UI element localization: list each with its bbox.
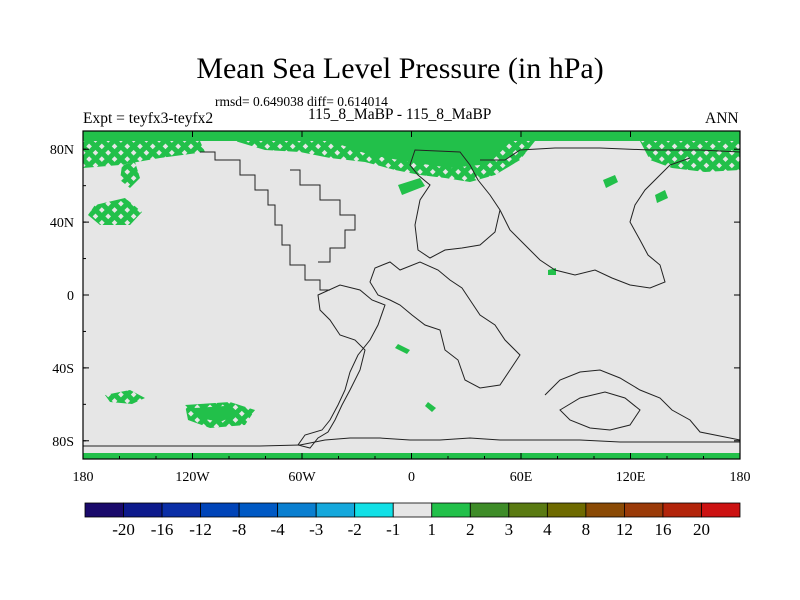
colorbar-label: -1 bbox=[386, 520, 400, 539]
colorbar-swatch bbox=[84, 502, 124, 518]
south-pacific-patch-west bbox=[105, 390, 145, 404]
hudson-outline bbox=[290, 169, 356, 263]
africa-outline bbox=[369, 261, 521, 389]
case-label: 115_8_MaBP - 115_8_MaBP bbox=[308, 106, 492, 123]
colorbar-label: 3 bbox=[505, 520, 514, 539]
arctic-patch-east bbox=[640, 141, 740, 172]
colorbar-swatch bbox=[161, 502, 201, 518]
stats-label: rmsd= 0.649038 diff= 0.614014 bbox=[215, 94, 388, 109]
australia-outline bbox=[559, 391, 641, 431]
y-tick-label: 80S bbox=[52, 435, 74, 450]
arctic-patch-west bbox=[83, 141, 205, 168]
europe-outline bbox=[409, 149, 501, 259]
colorbar-label: -12 bbox=[189, 520, 212, 539]
colorbar-label: 20 bbox=[693, 520, 710, 539]
colorbar-swatch bbox=[392, 502, 433, 518]
colorbar-swatch bbox=[701, 502, 741, 518]
colorbar-swatch bbox=[508, 502, 548, 518]
southern-ocean-fleck bbox=[425, 402, 436, 412]
antarctic-edge-east bbox=[544, 369, 740, 441]
y-tick-labels: 80N 40N 0 40S 80S bbox=[50, 143, 74, 450]
colorbar-swatch bbox=[546, 502, 587, 518]
south-pacific-core bbox=[195, 406, 238, 422]
colorbar-label: 1 bbox=[428, 520, 437, 539]
arctic-core-central bbox=[330, 141, 510, 168]
antarctica-outline bbox=[299, 437, 740, 446]
map-background bbox=[83, 131, 740, 459]
bering-patch bbox=[120, 162, 140, 188]
colorbar-swatch bbox=[354, 502, 394, 518]
x-tick-label: 180 bbox=[73, 470, 94, 485]
x-tick-label: 60E bbox=[510, 470, 533, 485]
colorbar-label: -2 bbox=[348, 520, 362, 539]
colorbar-labels: -20 -16 -12 -8 -4 -3 -2 -1 1 2 3 4 8 12 16 20 bbox=[112, 520, 710, 539]
colorbar-swatch bbox=[469, 502, 510, 518]
x-tick-label: 60W bbox=[288, 470, 316, 485]
asia-south-coast bbox=[499, 157, 691, 289]
africa-fleck bbox=[395, 344, 410, 354]
season-label: ANN bbox=[705, 110, 739, 127]
asia-north-coast bbox=[480, 147, 740, 161]
colorbar-label: -4 bbox=[271, 520, 286, 539]
colorbar-label: -8 bbox=[232, 520, 246, 539]
colorbar-swatch bbox=[315, 502, 356, 518]
x-tick-label: 0 bbox=[408, 470, 415, 485]
colorbar-swatch bbox=[624, 502, 664, 518]
colorbar-swatch bbox=[431, 502, 471, 518]
x-tick-marks bbox=[82, 131, 741, 459]
x-tick-label: 180 bbox=[730, 470, 751, 485]
colorbar-label: 4 bbox=[543, 520, 552, 539]
x-tick-labels: 180 120W 60W 0 60E 120E 180 bbox=[73, 470, 751, 485]
colorbar-swatch bbox=[123, 502, 163, 518]
scandinavia-patch bbox=[398, 178, 425, 195]
y-tick-marks bbox=[83, 148, 740, 442]
chart-title: Mean Sea Level Pressure (in hPa) bbox=[196, 52, 604, 85]
colorbar-swatch bbox=[585, 502, 625, 518]
x-tick-label: 120W bbox=[175, 470, 210, 485]
colorbar-swatch bbox=[238, 502, 279, 518]
colorbar-swatch bbox=[277, 502, 317, 518]
colorbar-label: 12 bbox=[616, 520, 633, 539]
y-tick-label: 40N bbox=[50, 216, 74, 231]
north-pacific-patch bbox=[88, 198, 142, 225]
siberia-fleck bbox=[603, 175, 618, 188]
south-america-outline bbox=[297, 284, 386, 449]
experiment-label: Expt = teyfx3-teyfx2 bbox=[83, 110, 214, 127]
colorbar-swatch bbox=[662, 502, 702, 518]
colorbar-label: 8 bbox=[582, 520, 591, 539]
east-asia-fleck bbox=[655, 190, 668, 203]
colorbar-label: -16 bbox=[151, 520, 174, 539]
colorbar-label: -3 bbox=[309, 520, 323, 539]
colorbar-swatch bbox=[200, 502, 240, 518]
y-tick-label: 80N bbox=[50, 143, 74, 158]
colorbar-label: 16 bbox=[654, 520, 671, 539]
x-tick-label: 120E bbox=[616, 470, 646, 485]
antarctica-outline-west bbox=[83, 444, 301, 447]
y-tick-label: 0 bbox=[67, 289, 74, 304]
colorbar bbox=[84, 502, 741, 518]
north-america-outline bbox=[200, 151, 330, 291]
coastlines bbox=[83, 147, 740, 449]
colorbar-label: -20 bbox=[112, 520, 135, 539]
y-tick-label: 40S bbox=[52, 362, 74, 377]
colorbar-label: 2 bbox=[466, 520, 475, 539]
